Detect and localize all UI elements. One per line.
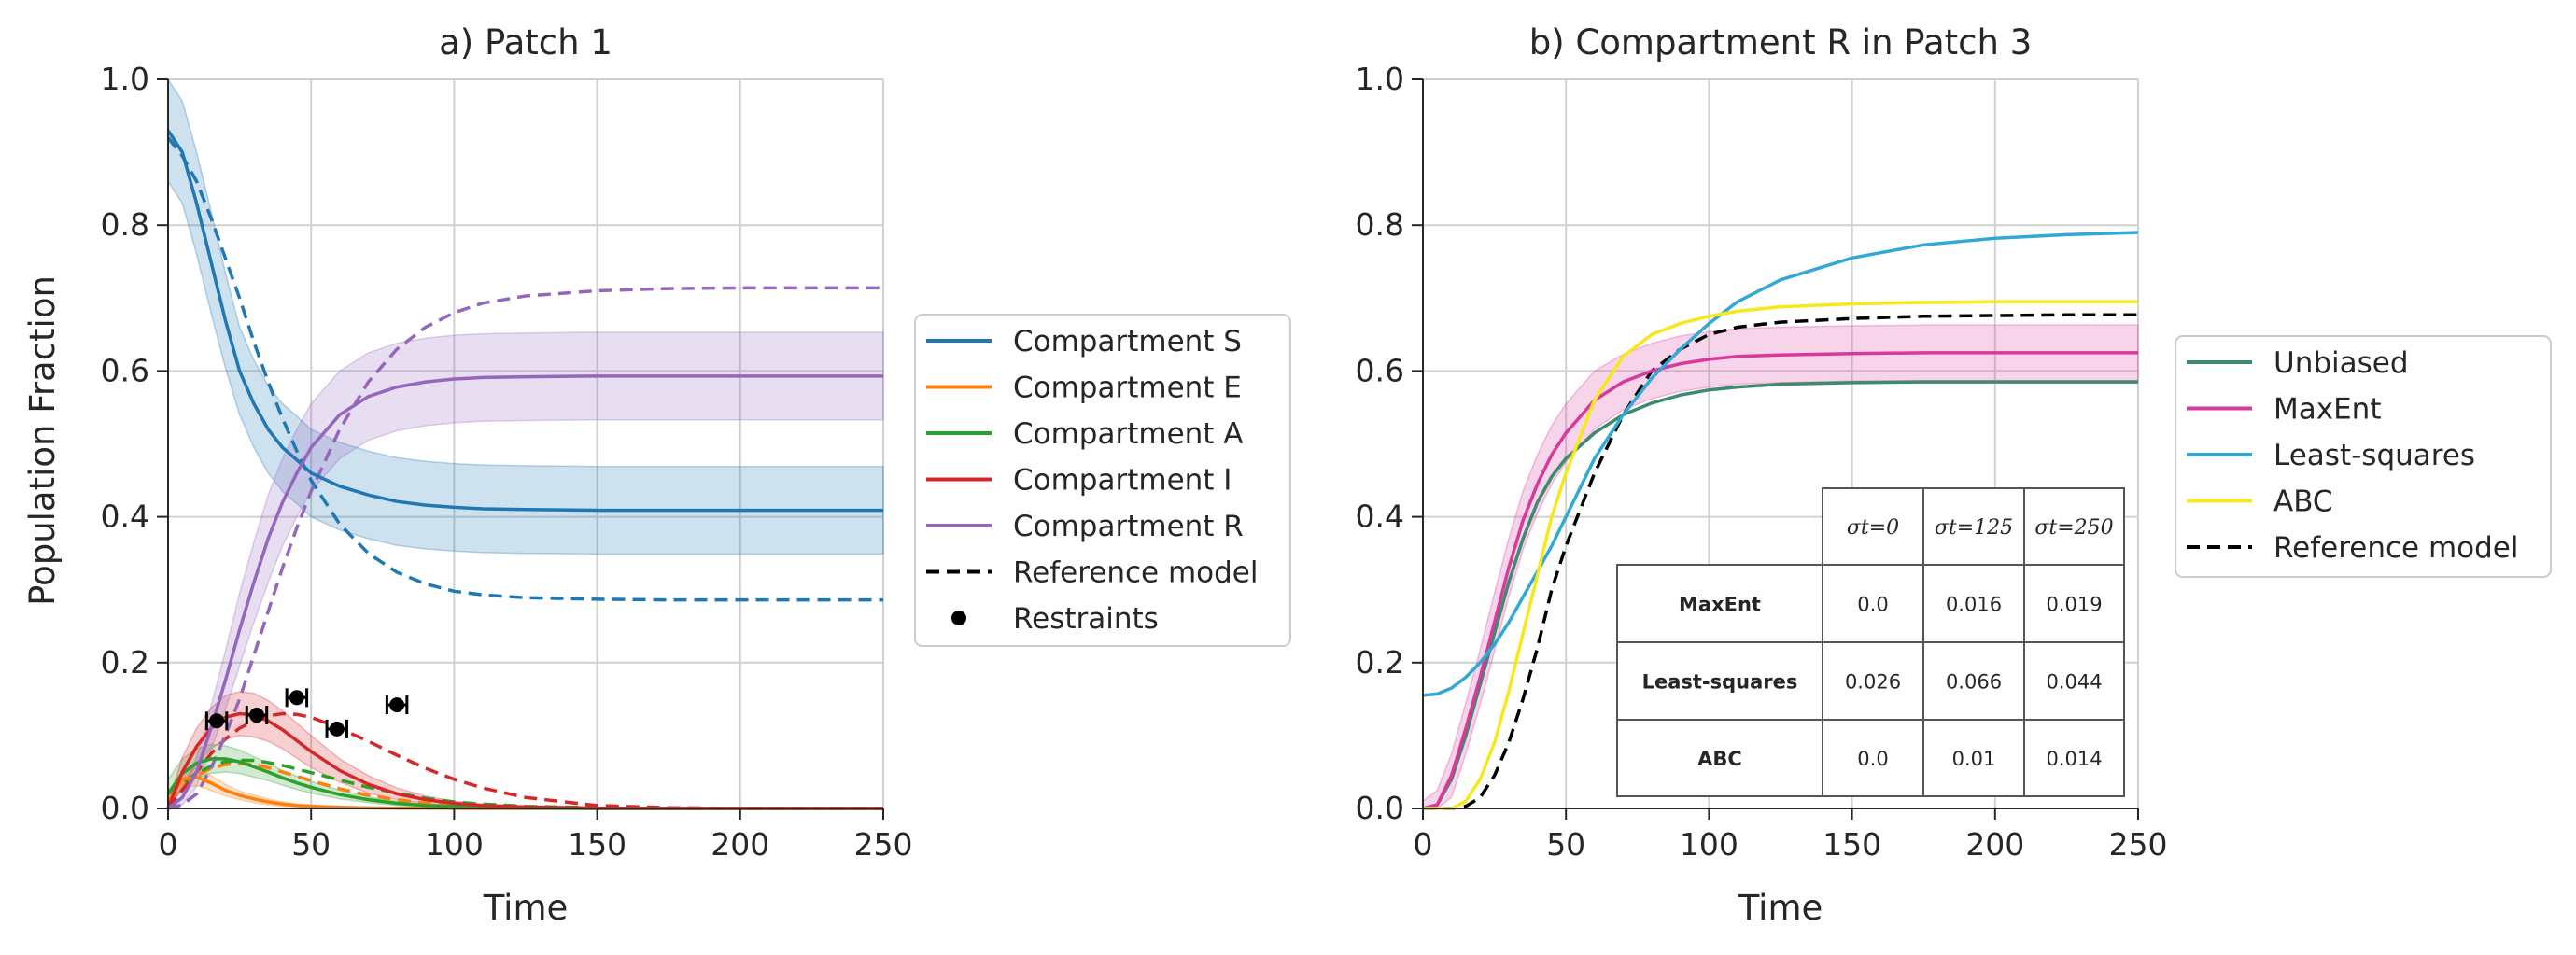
band-I [167, 691, 883, 811]
table-row-label: ABC [1697, 748, 1742, 770]
panel-a-title: a) Patch 1 [439, 22, 612, 63]
x-tick-label: 50 [1546, 826, 1585, 863]
y-tick-label: 0.6 [1356, 352, 1404, 388]
legend-label: Reference model [2273, 531, 2519, 565]
x-tick-label: 250 [854, 826, 913, 863]
panel-b-table: σt=0 σt=125 σt=250 MaxEnt 0.0 0.016 0.019 Least… [1616, 487, 2125, 797]
table-cell: 0.016 [1946, 594, 2002, 616]
panel-a-xlabel: Time [483, 888, 569, 928]
legend-label: Compartment R [1013, 510, 1244, 543]
panel-a-restraints [204, 688, 409, 738]
table-cell: 0.0 [1857, 594, 1888, 616]
series-line-lsq [1422, 231, 2139, 697]
y-tick-label: 0.0 [1356, 790, 1404, 826]
table-cell: 0.066 [1946, 671, 2002, 694]
table-header: σt=0 [1847, 516, 1899, 540]
panel-a: a) Patch 1 0 50 100 150 200 250 0.0 0.2 0.4 0.6 0.… [22, 22, 1291, 928]
legend-frame [914, 314, 1291, 647]
y-tick-label: 0.0 [101, 790, 149, 826]
x-tick-label: 50 [291, 826, 331, 863]
table-row-label: MaxEnt [1679, 594, 1761, 616]
series-line-S [166, 129, 883, 513]
table-body [1616, 564, 2125, 797]
x-tick-label: 150 [568, 826, 626, 863]
legend-label: ABC [2273, 485, 2333, 519]
table-row-label: Least-squares [1642, 671, 1798, 694]
table-cell: 0.044 [2046, 671, 2102, 694]
panel-a-bands [167, 77, 884, 811]
x-tick-label: 100 [1680, 826, 1738, 863]
panel-a-grid [167, 78, 884, 809]
restraint-point [209, 713, 225, 729]
y-tick-label: 0.2 [101, 644, 149, 681]
legend-label: Compartment A [1013, 417, 1244, 451]
table-cell: 0.026 [1845, 671, 1901, 694]
panel-a-axes: 0 50 100 150 200 250 0.0 0.2 0.4 0.6 0.8 1.0 [101, 61, 913, 863]
y-tick-label: 1.0 [101, 61, 149, 97]
reference-line-R [167, 286, 883, 810]
restraint-point [329, 721, 345, 737]
legend-label: Least-squares [2273, 439, 2475, 472]
x-tick-label: 0 [1414, 826, 1433, 863]
restraint-point [289, 690, 304, 706]
legend-swatch-restraints [951, 611, 966, 625]
legend-label: Reference model [1013, 556, 1259, 590]
legend-label: MaxEnt [2273, 393, 2381, 427]
table-cell: 0.014 [2046, 748, 2102, 770]
y-tick-label: 0.8 [101, 206, 149, 243]
table-cell: 0.019 [2046, 594, 2102, 616]
panel-b-legend: Unbiased MaxEnt Least-squares ABC Reference … [2175, 335, 2552, 578]
panel-b-lines [1422, 231, 2139, 810]
y-tick-label: 1.0 [1356, 61, 1404, 97]
series-line-R [166, 374, 883, 810]
series-line-unbiased [1422, 380, 2138, 810]
x-tick-label: 200 [1965, 826, 2024, 863]
panel-b-title: b) Compartment R in Patch 3 [1529, 22, 2033, 63]
legend-label: Unbiased [2273, 346, 2409, 380]
y-tick-label: 0.4 [1356, 499, 1404, 535]
x-tick-label: 250 [2109, 826, 2168, 863]
restraint-point [248, 708, 264, 723]
reference-line-E [166, 761, 883, 810]
legend-label: Compartment S [1013, 325, 1242, 358]
table-cell: 0.01 [1952, 748, 1996, 770]
legend-label: Compartment E [1013, 372, 1242, 405]
panel-b-xlabel: Time [1738, 888, 1823, 928]
band-S [167, 77, 884, 555]
panel-a-ylabel: Population Fraction [22, 275, 63, 606]
table-cell: 0.0 [1857, 748, 1888, 770]
x-tick-label: 150 [1823, 826, 1881, 863]
x-tick-label: 0 [159, 826, 178, 863]
table-header: σt=250 [2034, 516, 2113, 540]
panel-b: b) Compartment R in Patch 3 0 50 100 150 200… [1356, 22, 2552, 928]
restraint-point [389, 697, 405, 713]
band-R [167, 331, 884, 809]
y-tick-label: 0.6 [101, 352, 149, 388]
y-tick-label: 0.8 [1356, 206, 1404, 243]
y-tick-label: 0.4 [101, 499, 149, 535]
panel-b-axes: 0 50 100 150 200 250 0.0 0.2 0.4 0.6 0.8 1.0 [1356, 61, 2168, 863]
legend-label: Compartment I [1013, 464, 1232, 498]
y-tick-label: 0.2 [1356, 644, 1404, 681]
table-header: σt=125 [1935, 516, 2013, 540]
series-line-abc [1423, 300, 2138, 810]
panel-a-legend: Compartment S Compartment E Compartment A C… [914, 314, 1291, 647]
x-tick-label: 100 [425, 826, 484, 863]
reference-line-S [166, 136, 883, 602]
legend-frame [2175, 335, 2552, 578]
x-tick-label: 200 [711, 826, 769, 863]
legend-label: Restraints [1013, 602, 1159, 636]
